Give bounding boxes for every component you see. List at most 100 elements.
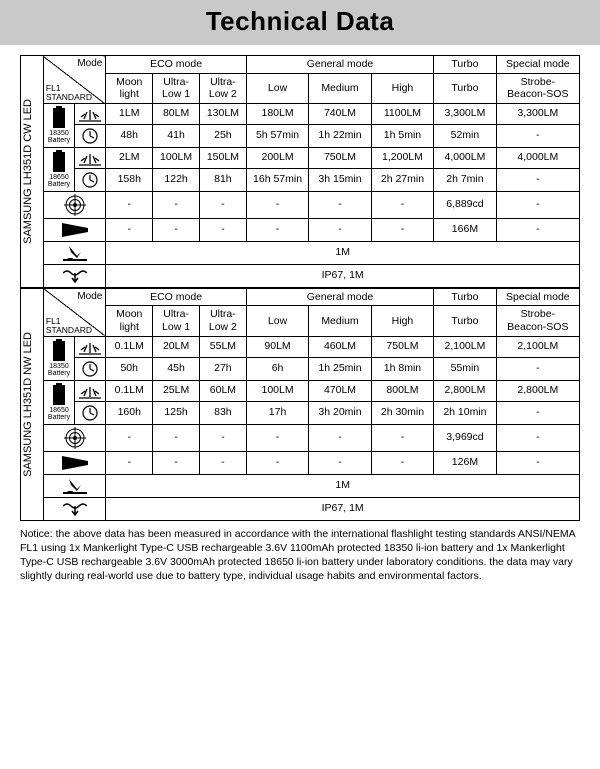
cell: 2,100LM xyxy=(434,336,496,357)
water-icon xyxy=(43,264,105,287)
cell: - xyxy=(371,424,433,451)
page-title: Technical Data xyxy=(0,0,600,45)
cell: 0.1LM xyxy=(106,336,153,357)
cell: - xyxy=(106,451,153,474)
cell: - xyxy=(246,424,308,451)
cell: - xyxy=(309,218,371,241)
mode-label: Mode xyxy=(77,58,102,70)
group-special: Special mode xyxy=(496,288,579,306)
cell: 180LM xyxy=(246,103,308,124)
cell: 1,200LM xyxy=(371,147,433,168)
water-value: IP67, 1M xyxy=(106,497,580,520)
cell: 160h xyxy=(106,401,153,424)
sun-icon xyxy=(75,336,106,357)
group-general: General mode xyxy=(246,56,433,74)
cell: 100LM xyxy=(246,380,308,401)
impact-value: 1M xyxy=(106,241,580,264)
cell: - xyxy=(496,401,579,424)
cell: 2h 7min xyxy=(434,168,496,191)
water-icon xyxy=(43,497,105,520)
cell: - xyxy=(199,424,246,451)
cell: 2h 30min xyxy=(371,401,433,424)
group-eco: ECO mode xyxy=(106,288,246,306)
cell: 158h xyxy=(106,168,153,191)
cell: 25h xyxy=(199,124,246,147)
cell: - xyxy=(496,124,579,147)
cell: 1h 22min xyxy=(309,124,371,147)
battery-18350-icon: 18350Battery xyxy=(43,336,74,380)
cell: - xyxy=(496,451,579,474)
cell: - xyxy=(199,218,246,241)
cell: 126M xyxy=(434,451,496,474)
cell: 130LM xyxy=(199,103,246,124)
cell: 2,800LM xyxy=(496,380,579,401)
spec-table-nw: SAMSUNG LH351D NW LED Mode FL1STANDARD E… xyxy=(20,288,580,521)
cell: - xyxy=(199,191,246,218)
cell: 3h 20min xyxy=(309,401,371,424)
cell: 5h 57min xyxy=(246,124,308,147)
cell: 55min xyxy=(434,357,496,380)
cell: 4,000LM xyxy=(496,147,579,168)
cell: - xyxy=(106,424,153,451)
col-ultralow2: Ultra-Low 2 xyxy=(199,306,246,336)
sun-icon xyxy=(75,103,106,124)
cell: 20LM xyxy=(153,336,200,357)
impact-icon xyxy=(43,474,105,497)
cell: 1h 5min xyxy=(371,124,433,147)
cell: 3,300LM xyxy=(434,103,496,124)
cell: - xyxy=(153,218,200,241)
cell: 27h xyxy=(199,357,246,380)
col-ultralow2: Ultra-Low 2 xyxy=(199,73,246,103)
cell: 16h 57min xyxy=(246,168,308,191)
cell: - xyxy=(371,451,433,474)
group-eco: ECO mode xyxy=(106,56,246,74)
cell: 80LM xyxy=(153,103,200,124)
cell: - xyxy=(153,191,200,218)
cell: 81h xyxy=(199,168,246,191)
group-turbo: Turbo xyxy=(434,56,496,74)
cell: - xyxy=(496,218,579,241)
cell: - xyxy=(496,357,579,380)
cell: - xyxy=(309,424,371,451)
mode-label: Mode xyxy=(77,291,102,303)
cell: 0.1LM xyxy=(106,380,153,401)
col-medium: Medium xyxy=(309,306,371,336)
cell: - xyxy=(496,191,579,218)
cell: 122h xyxy=(153,168,200,191)
cell: 60LM xyxy=(199,380,246,401)
cell: 1h 8min xyxy=(371,357,433,380)
clock-icon xyxy=(75,168,106,191)
cell: 25LM xyxy=(153,380,200,401)
cell: 750LM xyxy=(309,147,371,168)
cell: 3h 15min xyxy=(309,168,371,191)
col-moonlight: Moonlight xyxy=(106,306,153,336)
impact-value: 1M xyxy=(106,474,580,497)
notice-text: Notice: the above data has been measured… xyxy=(20,527,580,584)
cell: - xyxy=(106,218,153,241)
clock-icon xyxy=(75,124,106,147)
cell: 125h xyxy=(153,401,200,424)
cell: 4,000LM xyxy=(434,147,496,168)
fl1-label: FL1STANDARD xyxy=(46,317,92,335)
cell: 100LM xyxy=(153,147,200,168)
cell: 2,800LM xyxy=(434,380,496,401)
cell: 1LM xyxy=(106,103,153,124)
fl1-label: FL1STANDARD xyxy=(46,84,92,102)
cell: 1100LM xyxy=(371,103,433,124)
beam-icon xyxy=(43,218,105,241)
sun-icon xyxy=(75,147,106,168)
col-strobe: Strobe-Beacon-SOS xyxy=(496,73,579,103)
cell: - xyxy=(246,191,308,218)
cell: 52min xyxy=(434,124,496,147)
cell: 470LM xyxy=(309,380,371,401)
col-moonlight: Moonlight xyxy=(106,73,153,103)
cell: - xyxy=(309,451,371,474)
cell: - xyxy=(153,451,200,474)
cell: 1h 25min xyxy=(309,357,371,380)
mode-header-cell: Mode FL1STANDARD xyxy=(43,56,105,104)
cell: 45h xyxy=(153,357,200,380)
cell: - xyxy=(371,218,433,241)
cell: - xyxy=(496,168,579,191)
group-turbo: Turbo xyxy=(434,288,496,306)
side-label-nw: SAMSUNG LH351D NW LED xyxy=(22,332,35,477)
